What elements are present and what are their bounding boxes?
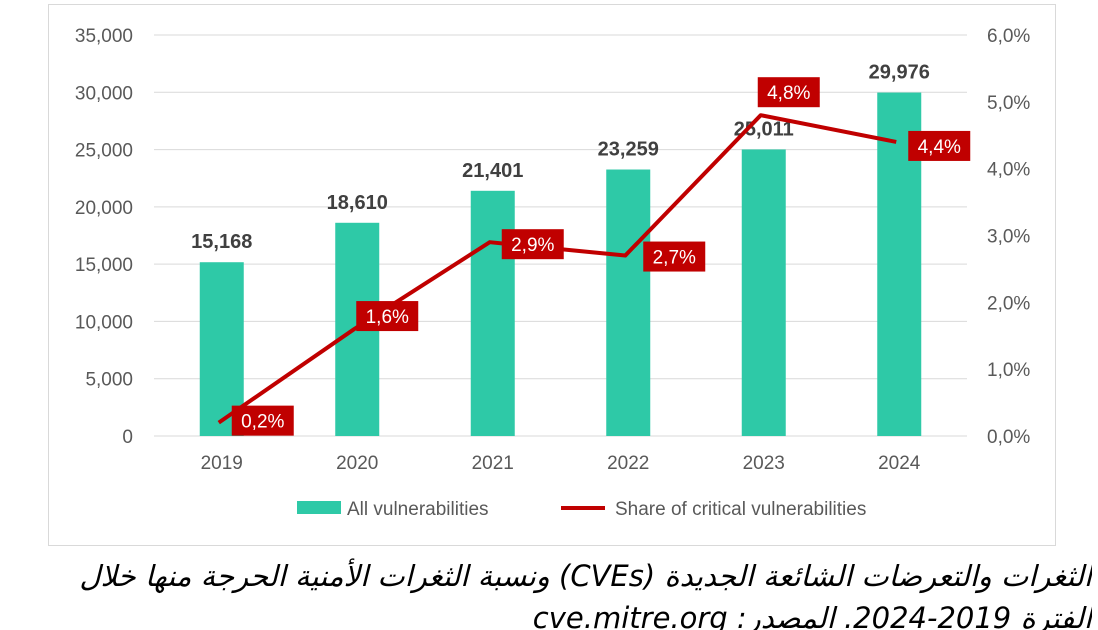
line-data-label-box [356, 301, 419, 332]
line-data-label: 2,7% [653, 248, 696, 269]
bar-data-label: 15,168 [191, 231, 252, 253]
y-right-tick-label: 6,0% [987, 26, 1030, 47]
y-right-tick-label: 0,0% [987, 427, 1030, 448]
figure-caption-line-1: الثغرات والتعرضات الشائعة الجديدة (CVEs)… [79, 559, 1092, 593]
line-data-label-box [501, 229, 564, 260]
y-left-tick-label: 35,000 [75, 26, 133, 47]
x-tick-label: 2024 [878, 453, 921, 474]
line-data-label: 1,6% [366, 307, 409, 328]
line-data-label-box [757, 77, 820, 108]
critical-share-line [217, 113, 897, 425]
line-data-label: 2,9% [511, 235, 554, 256]
bar-data-label: 25,011 [734, 118, 794, 140]
y-left-tick-label: 20,000 [75, 198, 133, 219]
x-tick-label: 2020 [336, 453, 378, 474]
y-right-tick-label: 2,0% [987, 293, 1030, 314]
bar-2021 [470, 190, 515, 436]
y-left-tick-label: 25,000 [75, 141, 133, 162]
line-data-label-box [908, 130, 971, 161]
line-data-label: 0,2% [241, 412, 284, 433]
y-left-tick-label: 10,000 [75, 312, 133, 333]
bar-data-label: 29,976 [869, 62, 930, 84]
y-left-tick-label: 0 [122, 427, 133, 448]
x-tick-label: 2019 [201, 453, 243, 474]
line-data-label-box [643, 241, 706, 272]
x-tick-label: 2023 [743, 453, 785, 474]
bar-data-label: 23,259 [598, 139, 659, 161]
bar-data-label: 21,401 [462, 160, 523, 182]
y-right-tick-label: 1,0% [987, 360, 1030, 381]
combo-chart: 0 5,000 10,000 15,000 20,000 25,000 30,000 35,0… [75, 26, 1031, 520]
bar-2023 [741, 149, 786, 436]
y-right-tick-label: 3,0% [987, 227, 1030, 248]
y-left-tick-label: 15,000 [75, 255, 133, 276]
figure-caption-line-2: الفترة 2019-2024. المصدر: cve.mitre.org [532, 601, 1092, 630]
line-data-label-box [231, 405, 294, 436]
legend-label-line: Share of critical vulnerabilities [615, 499, 866, 520]
y-left-tick-label: 5,000 [85, 370, 133, 391]
line-data-label: 4,8% [767, 83, 810, 104]
x-tick-label: 2021 [472, 453, 514, 474]
bar-data-label: 18,610 [327, 192, 388, 214]
y-right-tick-label: 4,0% [987, 160, 1030, 181]
chart-frame: 0 5,000 10,000 15,000 20,000 25,000 30,000 35,0… [48, 4, 1056, 546]
bar-2022 [606, 169, 651, 436]
legend-label-bars: All vulnerabilities [347, 499, 489, 520]
y-right-tick-label: 5,0% [987, 93, 1030, 114]
legend-swatch-bars [297, 501, 341, 514]
y-left-tick-label: 30,000 [75, 83, 133, 104]
x-tick-label: 2022 [607, 453, 649, 474]
line-data-label: 4,4% [918, 137, 961, 158]
